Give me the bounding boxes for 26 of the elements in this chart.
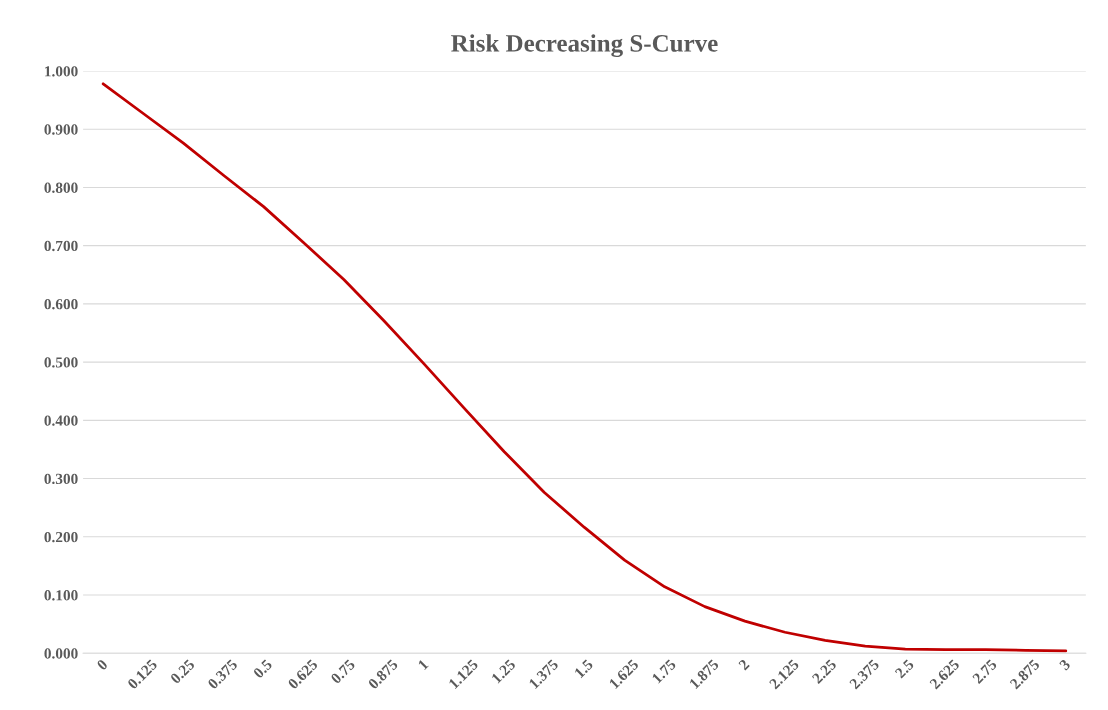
y-tick-label: 0.800 [44, 182, 78, 193]
y-tick-label: 0.500 [44, 357, 78, 368]
y-tick-label: 0.700 [44, 240, 78, 252]
x-tick-label: 0.75 [330, 658, 356, 685]
y-tick-label: 0.400 [44, 415, 78, 426]
x-tick-label: 3 [1058, 658, 1071, 671]
y-tick-label: 1.000 [45, 66, 78, 77]
x-tick-label: 2.25 [811, 658, 837, 685]
x-tick-label: 1.75 [651, 658, 677, 684]
line-series [101, 82, 1068, 653]
x-tick-label: 0.25 [169, 658, 196, 685]
y-tick-label: 0.000 [44, 648, 78, 659]
x-tick-label: 0.5 [252, 658, 273, 679]
x-tick-label: 1.25 [491, 658, 517, 684]
y-tick-label: 0.600 [44, 299, 78, 310]
x-tick-label: 2.75 [972, 658, 998, 685]
y-tick-label: 0.300 [44, 473, 78, 485]
x-tick-label: 1 [417, 658, 429, 671]
x-tick-label: 0 [96, 658, 109, 671]
chart-title: Risk Decreasing S-Curve [451, 34, 718, 58]
y-tick-label: 0.900 [44, 124, 78, 135]
x-tick-label: 2.5 [894, 658, 915, 679]
x-tick-label: 2 [738, 658, 750, 671]
y-tick-label: 0.100 [44, 590, 78, 601]
y-tick-label: 0.200 [44, 531, 78, 543]
x-tick-label: 1.5 [574, 658, 594, 679]
